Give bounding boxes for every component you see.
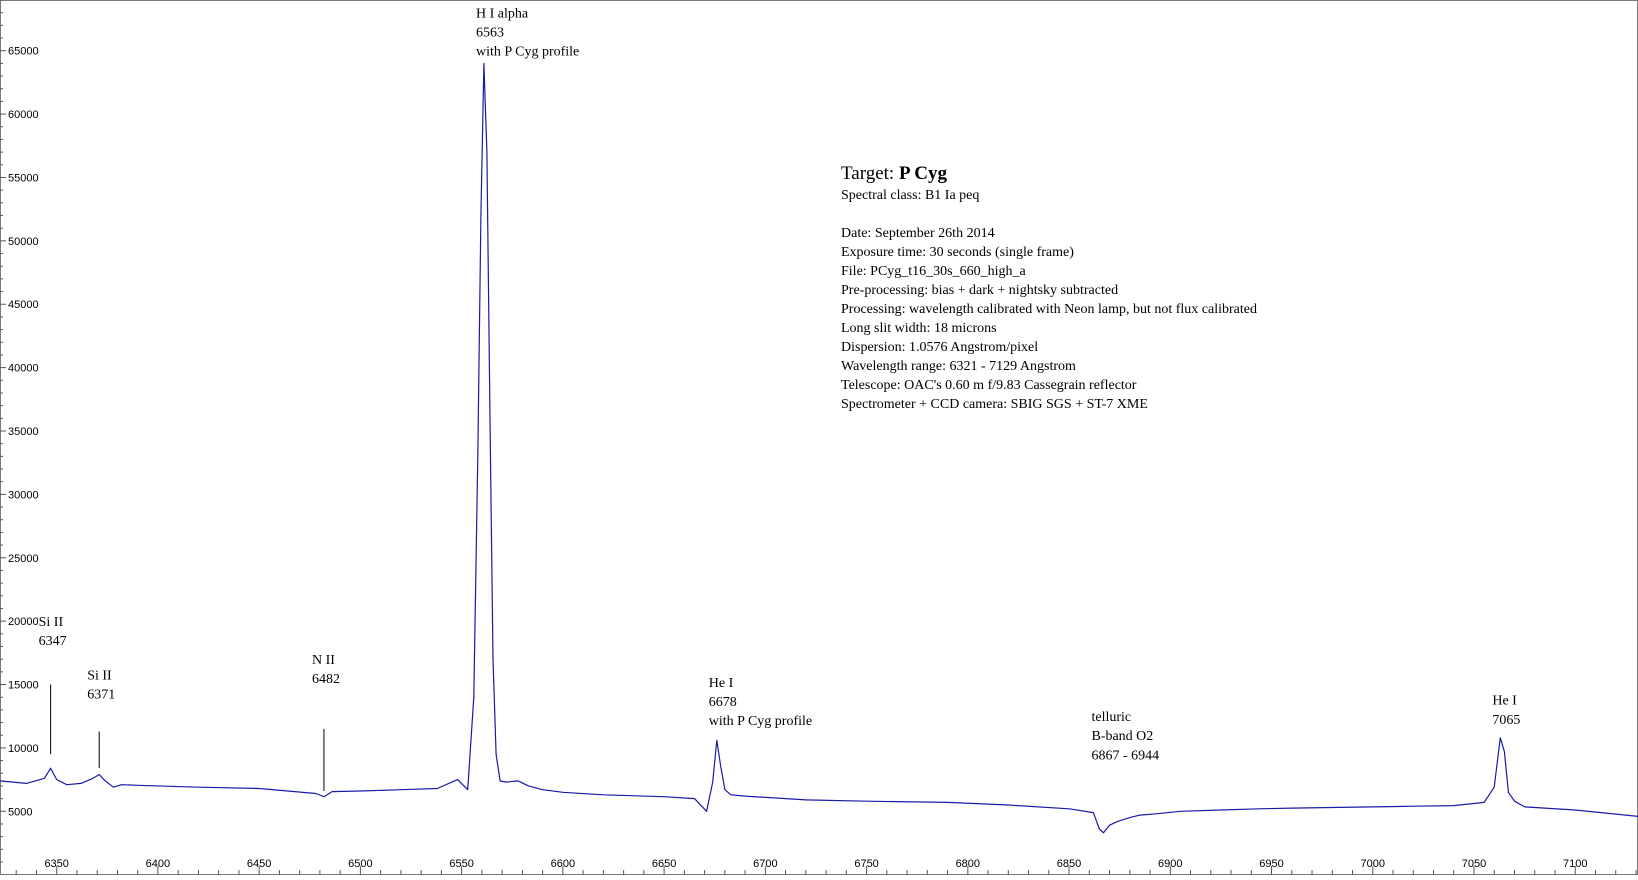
annotation-label: He I [1492, 694, 1517, 709]
y-tick-label: 25000 [8, 553, 39, 565]
info-file: File: PCyg_t16_30s_660_high_a [841, 264, 1027, 279]
annotation-label: 7065 [1492, 713, 1520, 728]
line-annotation: He I 6678 with P Cyg profile [709, 676, 812, 729]
line-annotation: He I 7065 [1492, 694, 1520, 728]
x-tick-label: 6550 [449, 858, 473, 870]
y-tick-label: 5000 [8, 806, 32, 818]
annotation-label: 6482 [312, 672, 340, 687]
x-tick-label: 6600 [551, 858, 575, 870]
annotation-label: Si II [87, 668, 112, 683]
x-tick-label: 6900 [1158, 858, 1182, 870]
annotation-layer: Si II 6347 Si II 6371 N II 6482 H I alpha 6563 w… [39, 7, 1520, 792]
y-tick-label: 15000 [8, 680, 39, 692]
x-tick-label: 6650 [652, 858, 676, 870]
line-annotation: Si II 6347 [39, 615, 67, 755]
y-tick-label: 30000 [8, 489, 39, 501]
x-tick-label: 6750 [854, 858, 878, 870]
x-tick-label: 6800 [956, 858, 980, 870]
annotation-label: with P Cyg profile [709, 714, 812, 729]
x-tick-label: 6950 [1259, 858, 1283, 870]
line-annotation: Si II 6371 [87, 668, 115, 769]
info-slit: Long slit width: 18 microns [841, 321, 997, 336]
y-tick-label: 60000 [8, 109, 39, 121]
y-tick-label: 50000 [8, 236, 39, 248]
annotation-label: telluric [1091, 710, 1131, 725]
annotation-label: B-band O2 [1091, 729, 1153, 744]
annotation-label: 6563 [476, 26, 504, 41]
info-target-name: P Cyg [899, 163, 948, 184]
info-dispersion: Dispersion: 1.0576 Angstrom/pixel [841, 340, 1038, 355]
x-tick-label: 6700 [753, 858, 777, 870]
y-tick-label: 65000 [8, 46, 39, 58]
info-processing: Processing: wavelength calibrated with N… [841, 302, 1257, 317]
info-exposure: Exposure time: 30 seconds (single frame) [841, 245, 1074, 260]
info-range: Wavelength range: 6321 - 7129 Angstrom [841, 359, 1076, 374]
annotation-label: N II [312, 653, 335, 668]
series-layer [0, 62, 1638, 834]
line-annotation: N II 6482 [312, 653, 340, 792]
x-tick-label: 6450 [247, 858, 271, 870]
x-tick-label: 6400 [146, 858, 170, 870]
line-annotation: telluric B-band O2 6867 - 6944 [1091, 710, 1159, 763]
x-tick-label: 7050 [1462, 858, 1486, 870]
y-tick-label: 20000 [8, 616, 39, 628]
x-tick-label: 6850 [1057, 858, 1081, 870]
line-annotation: H I alpha 6563 with P Cyg profile [476, 7, 579, 60]
info-block: Target: P Cyg Spectral class: B1 Ia peq … [841, 163, 1257, 412]
x-tick-label: 7100 [1563, 858, 1587, 870]
annotation-label: with P Cyg profile [476, 45, 579, 60]
spectrum-line [0, 62, 1638, 834]
info-target: Target: P Cyg [841, 163, 947, 184]
annotation-label: 6371 [87, 687, 115, 702]
annotation-label: He I [709, 676, 734, 691]
y-tick-label: 35000 [8, 426, 39, 438]
x-tick-label: 6350 [44, 858, 68, 870]
annotation-label: 6347 [39, 634, 67, 649]
x-tick-label: 6500 [348, 858, 372, 870]
info-spectral-class: Spectral class: B1 Ia peq [841, 188, 979, 203]
y-tick-label: 40000 [8, 363, 39, 375]
annotation-label: 6678 [709, 695, 737, 710]
y-tick-label: 10000 [8, 743, 39, 755]
annotation-label: 6867 - 6944 [1091, 748, 1159, 763]
y-tick-label: 45000 [8, 299, 39, 311]
info-camera: Spectrometer + CCD camera: SBIG SGS + ST… [841, 397, 1148, 412]
info-preprocessing: Pre-processing: bias + dark + nightsky s… [841, 283, 1118, 298]
x-tick-label: 7000 [1361, 858, 1385, 870]
info-date: Date: September 26th 2014 [841, 226, 995, 241]
annotation-label: H I alpha [476, 7, 529, 22]
info-telescope: Telescope: OAC's 0.60 m f/9.83 Cassegrai… [841, 378, 1137, 393]
y-tick-label: 55000 [8, 172, 39, 184]
annotation-label: Si II [39, 615, 64, 630]
